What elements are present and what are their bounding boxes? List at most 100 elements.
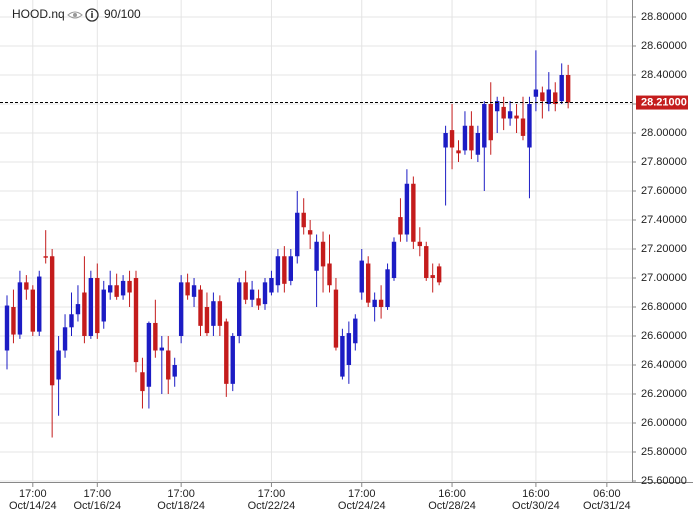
candle-body	[295, 212, 300, 257]
candle-body	[256, 298, 261, 306]
candle-body	[217, 301, 223, 326]
candle-body	[172, 365, 177, 377]
candle-body	[353, 318, 358, 344]
candle-body	[314, 241, 319, 271]
last-price-box	[636, 95, 688, 110]
candle-body	[249, 289, 255, 300]
candle-body	[127, 280, 132, 293]
candle-body	[11, 307, 16, 335]
candle-body	[82, 292, 87, 336]
candle-body	[237, 282, 242, 336]
candle-body	[540, 92, 545, 102]
candle-body	[559, 75, 564, 102]
candle-body	[301, 212, 306, 228]
candle-body	[417, 241, 422, 247]
candle-body	[514, 115, 519, 119]
x-tick-label: Oct/22/24	[248, 500, 296, 512]
candle-body	[95, 278, 100, 334]
candle-body	[69, 314, 74, 328]
y-tick-label: 27.40000	[641, 214, 687, 226]
candle-body	[17, 282, 23, 335]
x-tick-label: Oct/28/24	[428, 500, 476, 512]
candle-body	[282, 256, 287, 284]
candle-body	[75, 304, 81, 315]
zoom-level: 90/100	[104, 7, 141, 21]
candle-body	[185, 282, 190, 296]
x-tick-label: Oct/18/24	[157, 500, 205, 512]
candle-body	[527, 104, 532, 148]
candle-body	[385, 269, 390, 307]
candle-body	[320, 241, 326, 267]
candle-body	[327, 263, 332, 286]
candle-body	[488, 104, 493, 141]
eye-icon[interactable]	[67, 11, 83, 19]
candle-body	[243, 282, 248, 300]
x-tick-label: Oct/31/24	[583, 500, 631, 512]
y-tick-label: 27.00000	[641, 272, 687, 284]
candle-body	[166, 350, 171, 380]
x-tick-label: 17:00	[84, 488, 112, 500]
y-tick-label: 25.60000	[641, 475, 687, 487]
candle-body	[159, 347, 164, 351]
candle-body	[424, 246, 429, 278]
candle-body	[307, 230, 313, 235]
candle-body	[340, 336, 345, 377]
candle-body	[359, 260, 364, 293]
candle-body	[398, 217, 403, 235]
candle-body	[43, 256, 48, 258]
candle-body	[120, 280, 126, 296]
candle-body	[288, 256, 293, 281]
candle-body	[411, 183, 416, 242]
candle-body	[269, 278, 274, 293]
candle-body	[372, 299, 377, 307]
candle-body	[153, 322, 158, 351]
candle-body	[49, 256, 55, 386]
candle-body	[462, 125, 468, 151]
candle-body	[469, 125, 474, 151]
candle-body	[140, 372, 145, 392]
candle-body	[224, 321, 229, 384]
x-tick-label: Oct/14/24	[9, 500, 57, 512]
candle-body	[133, 278, 139, 363]
x-tick-label: Oct/16/24	[73, 500, 121, 512]
y-tick-label: 26.60000	[641, 330, 687, 342]
candle-body	[475, 133, 481, 155]
candle-body	[507, 111, 513, 119]
candle-body	[456, 150, 461, 154]
y-tick-label: 26.00000	[641, 417, 687, 429]
candle-body	[378, 299, 384, 307]
candle-body	[88, 278, 94, 336]
candle-body	[146, 322, 152, 387]
candle-body	[198, 289, 203, 326]
y-tick-label: 27.80000	[641, 156, 687, 168]
candle-body	[333, 289, 339, 348]
y-tick-label: 26.40000	[641, 359, 687, 371]
candle-body	[114, 285, 119, 297]
candle-body	[108, 285, 113, 293]
candle-body	[436, 266, 442, 283]
info-icon[interactable]	[85, 8, 99, 22]
candle-body	[565, 75, 571, 103]
y-tick-label: 27.20000	[641, 243, 687, 255]
candle-body	[533, 89, 539, 97]
candle-body	[37, 276, 42, 332]
candle-body	[430, 275, 435, 278]
last-price-label: 28.21000	[641, 96, 687, 108]
y-tick-label: 28.80000	[641, 11, 687, 23]
candle-body	[366, 263, 371, 303]
candle-body	[62, 327, 68, 351]
candle-body	[495, 101, 500, 112]
candle-body	[404, 183, 410, 235]
candle-body	[546, 89, 551, 104]
x-tick-label: 17:00	[258, 488, 286, 500]
candle-body	[24, 282, 29, 290]
x-tick-label: 17:00	[19, 488, 47, 500]
candle-body	[346, 333, 352, 365]
x-tick-label: Oct/24/24	[338, 500, 386, 512]
y-tick-label: 26.20000	[641, 388, 687, 400]
candle-body	[230, 336, 235, 384]
y-tick-label: 26.80000	[641, 301, 687, 313]
y-tick-label: 28.00000	[641, 127, 687, 139]
candle-body	[520, 118, 526, 136]
